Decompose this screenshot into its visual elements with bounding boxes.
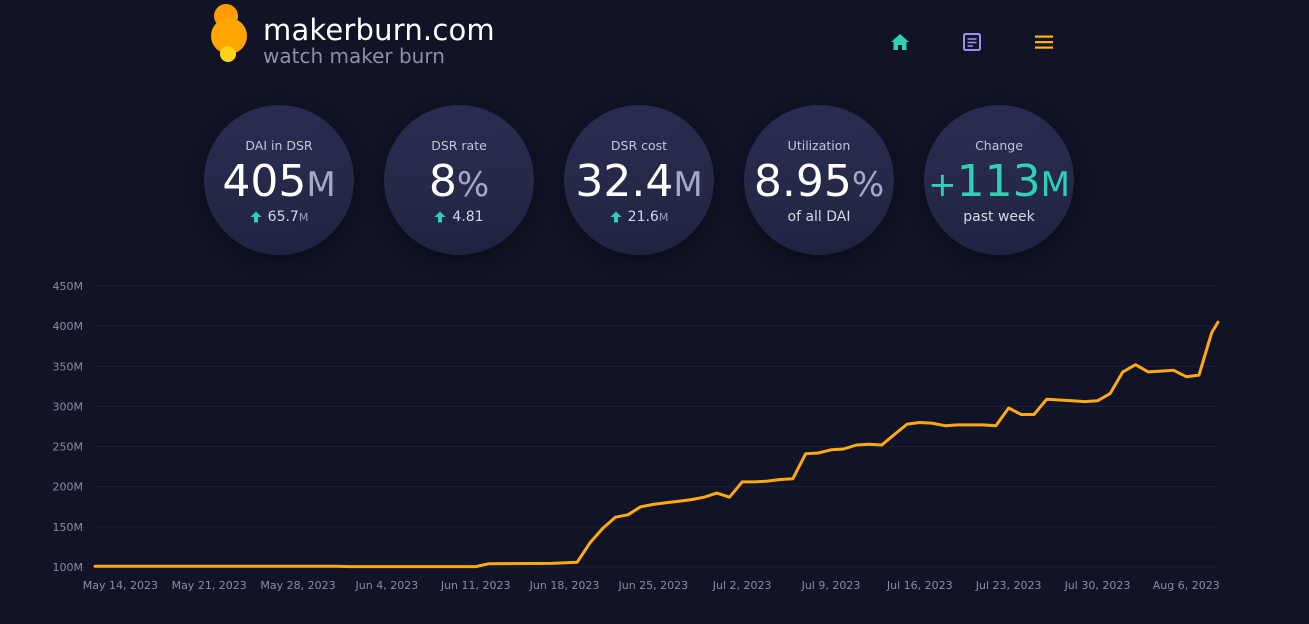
arrow-up-icon	[250, 211, 262, 223]
stat-label: Change	[975, 138, 1023, 153]
stat-change: 4.81	[384, 209, 534, 225]
document-icon	[963, 33, 981, 51]
stat-subtext: of all DAI	[787, 209, 851, 225]
series-line	[93, 320, 1220, 569]
stat-label: DSR rate	[431, 138, 487, 153]
y-tick-label: 300M	[53, 400, 84, 413]
arrow-up-icon	[434, 211, 446, 223]
x-tick-label: Jul 9, 2023	[801, 579, 861, 592]
stat-value: 8%	[428, 156, 490, 207]
x-tick-label: Jun 11, 2023	[440, 579, 511, 592]
x-tick-label: May 28, 2023	[260, 579, 335, 592]
stat-dsr-rate: DSR rate 8% 4.81	[384, 105, 534, 255]
stat-change: 65.7M	[204, 209, 354, 225]
y-tick-label: 150M	[53, 521, 84, 534]
y-tick-label: 200M	[53, 481, 84, 494]
x-tick-label: May 21, 2023	[172, 579, 247, 592]
y-tick-label: 400M	[53, 320, 84, 333]
site-subtitle: watch maker burn	[263, 44, 445, 68]
x-tick-label: May 14, 2023	[83, 579, 158, 592]
logo[interactable]: makerburn.com watch maker burn	[205, 4, 505, 68]
stat-label: DSR cost	[610, 138, 668, 153]
document-button[interactable]	[952, 22, 992, 62]
stat-change: Change +113M past week	[924, 105, 1074, 255]
x-tick-label: Jul 23, 2023	[975, 579, 1042, 592]
stat-dai-in-dsr: DAI in DSR 405M 65.7M	[204, 105, 354, 255]
y-tick-label: 350M	[53, 360, 84, 373]
y-tick-label: 100M	[53, 561, 84, 574]
x-tick-label: Jun 25, 2023	[617, 579, 688, 592]
dsr-line-chart: 100M 150M 200M 250M 300M 350M 400M 450M May 14, …	[53, 280, 1220, 592]
stat-dsr-cost: DSR cost 32.4M 21.6M	[564, 105, 714, 255]
home-button[interactable]	[880, 22, 920, 62]
y-tick-label: 250M	[53, 441, 84, 454]
x-tick-label: Aug 6, 2023	[1153, 579, 1220, 592]
site-title: makerburn.com	[263, 13, 495, 47]
hamburger-menu-icon	[1035, 35, 1053, 49]
stat-value: 405M	[222, 156, 336, 207]
stat-label: Utilization	[787, 138, 851, 153]
home-icon	[891, 34, 909, 50]
x-tick-label: Jul 16, 2023	[886, 579, 953, 592]
stat-value: 32.4M	[575, 156, 703, 207]
stat-value: 8.95%	[753, 156, 885, 207]
stat-utilization: Utilization 8.95% of all DAI	[744, 105, 894, 255]
menu-button[interactable]	[1024, 22, 1064, 62]
x-tick-label: Jul 2, 2023	[712, 579, 772, 592]
x-tick-label: Jul 30, 2023	[1064, 579, 1131, 592]
stat-value: +113M	[928, 156, 1070, 207]
arrow-up-icon	[610, 211, 622, 223]
stat-subtext: past week	[963, 209, 1035, 225]
x-tick-label: Jun 18, 2023	[529, 579, 600, 592]
y-tick-label: 450M	[53, 280, 84, 293]
x-tick-label: Jun 4, 2023	[355, 579, 419, 592]
stat-change: 21.6M	[564, 209, 714, 225]
stat-label: DAI in DSR	[245, 138, 313, 153]
flame-logo-icon	[211, 4, 247, 62]
